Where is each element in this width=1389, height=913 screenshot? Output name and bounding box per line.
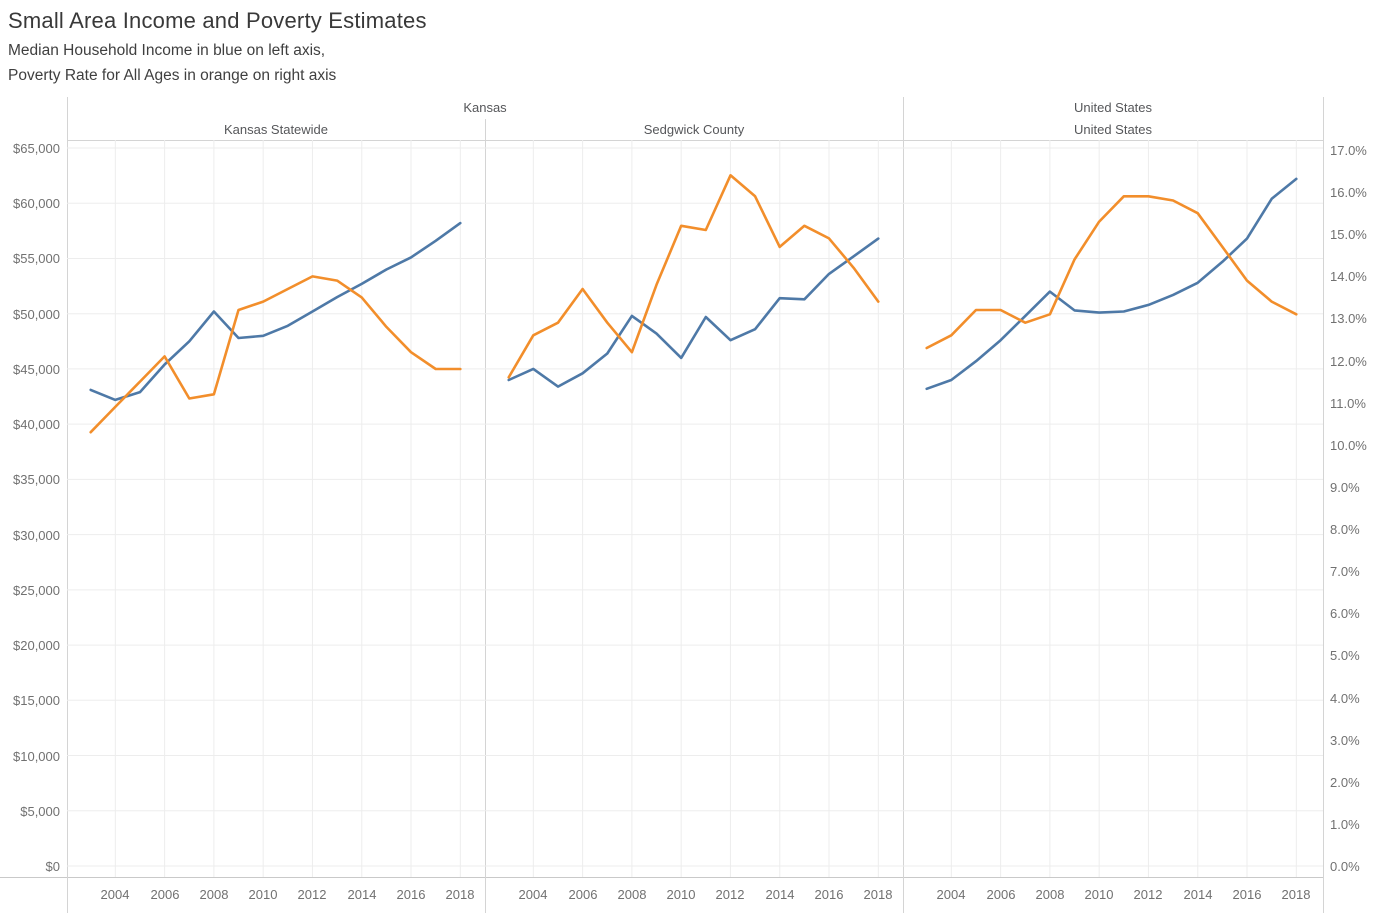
x-axis-tick-label: 2006 <box>150 887 180 902</box>
left-axis-tick-label: $30,000 <box>13 528 60 543</box>
plot-right-border <box>1323 97 1324 913</box>
x-axis-line <box>0 877 1323 878</box>
median-household-income-line-kansas-statewide[interactable] <box>89 221 462 402</box>
left-axis-tick-label: $40,000 <box>13 417 60 432</box>
left-axis-tick-label: $50,000 <box>13 307 60 322</box>
left-axis-tick-label: $45,000 <box>13 362 60 377</box>
panel-header-united-states: United States <box>1073 122 1153 137</box>
median-household-income-line-sedgwick-county[interactable] <box>507 237 880 388</box>
x-axis-tick-label: 2014 <box>1183 887 1213 902</box>
panel-plot-kansas-statewide <box>67 140 485 877</box>
right-axis-tick-label: 17.0% <box>1330 143 1367 158</box>
x-axis-tick-label: 2004 <box>518 887 548 902</box>
left-axis-tick-label: $10,000 <box>13 749 60 764</box>
chart-title: Small Area Income and Poverty Estimates <box>8 8 427 33</box>
x-axis-tick-label: 2012 <box>715 887 745 902</box>
right-axis-tick-label: 1.0% <box>1330 817 1360 832</box>
x-axis-tick-label: 2016 <box>1232 887 1262 902</box>
right-axis-tick-label: 12.0% <box>1330 354 1367 369</box>
right-axis-tick-label: 7.0% <box>1330 564 1360 579</box>
left-axis-tick-label: $55,000 <box>13 251 60 266</box>
right-axis-tick-label: 10.0% <box>1330 438 1367 453</box>
x-axis-tick-label: 2012 <box>297 887 327 902</box>
x-axis-tick-label: 2016 <box>396 887 426 902</box>
x-axis-tick-label: 2008 <box>199 887 229 902</box>
right-axis-tick-label: 9.0% <box>1330 480 1360 495</box>
right-axis-tick-label: 14.0% <box>1330 269 1367 284</box>
right-axis-tick-label: 3.0% <box>1330 733 1360 748</box>
right-axis-tick-label: 2.0% <box>1330 775 1360 790</box>
panel-plot-united-states <box>903 140 1323 877</box>
poverty-rate-line-sedgwick-county[interactable] <box>507 173 880 379</box>
panel-divider-1 <box>485 119 486 913</box>
x-axis-tick-label: 2006 <box>568 887 598 902</box>
right-axis-tick-label: 15.0% <box>1330 227 1367 242</box>
plot-top-border <box>67 140 1323 141</box>
left-axis-tick-label: $5,000 <box>20 804 60 819</box>
left-axis-tick-label: $60,000 <box>13 196 60 211</box>
panel-divider-2 <box>903 97 904 913</box>
x-axis-tick-label: 2010 <box>248 887 278 902</box>
x-axis-tick-label: 2008 <box>617 887 647 902</box>
panel-header-kansas-statewide: Kansas Statewide <box>223 122 329 137</box>
x-axis-tick-label: 2008 <box>1035 887 1065 902</box>
median-household-income-line-united-states[interactable] <box>925 177 1298 391</box>
right-axis-tick-label: 8.0% <box>1330 522 1360 537</box>
chart-subtitle-line1: Median Household Income in blue on left … <box>8 42 326 59</box>
right-axis-tick-label: 5.0% <box>1330 648 1360 663</box>
x-axis-tick-label: 2016 <box>814 887 844 902</box>
left-axis-tick-label: $65,000 <box>13 141 60 156</box>
group-header-kansas: Kansas <box>463 100 507 115</box>
left-axis-tick-label: $20,000 <box>13 638 60 653</box>
right-axis-tick-label: 4.0% <box>1330 691 1360 706</box>
x-axis-tick-label: 2014 <box>347 887 377 902</box>
left-axis-border <box>67 97 68 913</box>
left-axis-tick-label: $35,000 <box>13 472 60 487</box>
right-axis-tick-label: 11.0% <box>1330 396 1366 411</box>
x-axis-tick-label: 2012 <box>1133 887 1163 902</box>
right-axis-tick-label: 0.0% <box>1330 859 1360 874</box>
x-axis-tick-label: 2010 <box>666 887 696 902</box>
poverty-rate-line-kansas-statewide[interactable] <box>89 275 462 434</box>
poverty-rate-line-united-states[interactable] <box>925 194 1298 350</box>
left-axis-tick-label: $25,000 <box>13 583 60 598</box>
left-axis-tick-label: $0 <box>45 859 60 874</box>
right-axis-tick-label: 6.0% <box>1330 606 1360 621</box>
x-axis-tick-label: 2014 <box>765 887 795 902</box>
group-header-united-states: United States <box>1073 100 1153 115</box>
panel-header-sedgwick-county: Sedgwick County <box>643 122 745 137</box>
x-axis-tick-label: 2010 <box>1084 887 1114 902</box>
x-axis-tick-label: 2006 <box>986 887 1016 902</box>
x-axis-tick-label: 2004 <box>936 887 966 902</box>
x-axis-tick-label: 2004 <box>100 887 130 902</box>
x-axis-tick-label: 2018 <box>445 887 475 902</box>
chart-subtitle-line2: Poverty Rate for All Ages in orange on r… <box>8 67 337 84</box>
left-axis-tick-label: $15,000 <box>13 693 60 708</box>
x-axis-tick-label: 2018 <box>863 887 893 902</box>
x-axis-tick-label: 2018 <box>1281 887 1311 902</box>
right-axis-tick-label: 16.0% <box>1330 185 1367 200</box>
panel-plot-sedgwick-county <box>485 140 903 877</box>
right-axis-tick-label: 13.0% <box>1330 311 1367 326</box>
